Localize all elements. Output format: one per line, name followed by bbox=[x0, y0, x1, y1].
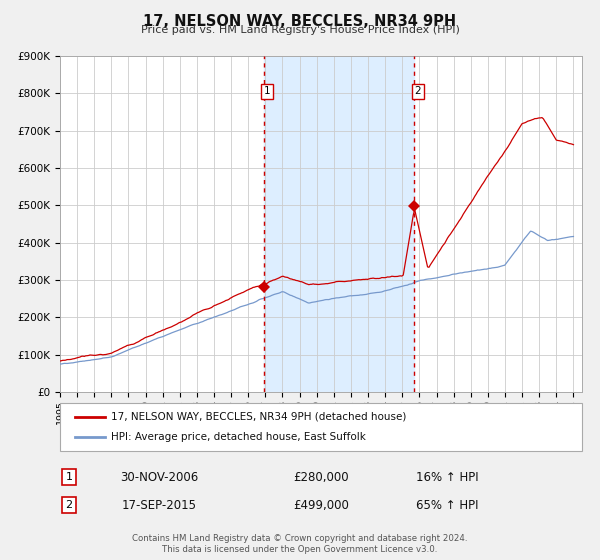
Text: Contains HM Land Registry data © Crown copyright and database right 2024.: Contains HM Land Registry data © Crown c… bbox=[132, 534, 468, 543]
Text: 1: 1 bbox=[65, 472, 73, 482]
Text: 16% ↑ HPI: 16% ↑ HPI bbox=[416, 470, 478, 484]
Bar bbox=[264, 56, 415, 392]
Text: This data is licensed under the Open Government Licence v3.0.: This data is licensed under the Open Gov… bbox=[163, 545, 437, 554]
Text: 2: 2 bbox=[65, 500, 73, 510]
Text: £280,000: £280,000 bbox=[293, 470, 349, 484]
Text: 30-NOV-2006: 30-NOV-2006 bbox=[120, 470, 198, 484]
Text: 17-SEP-2015: 17-SEP-2015 bbox=[121, 498, 197, 512]
Text: 17, NELSON WAY, BECCLES, NR34 9PH: 17, NELSON WAY, BECCLES, NR34 9PH bbox=[143, 14, 457, 29]
Text: Price paid vs. HM Land Registry's House Price Index (HPI): Price paid vs. HM Land Registry's House … bbox=[140, 25, 460, 35]
Text: 17, NELSON WAY, BECCLES, NR34 9PH (detached house): 17, NELSON WAY, BECCLES, NR34 9PH (detac… bbox=[111, 412, 406, 422]
Text: 65% ↑ HPI: 65% ↑ HPI bbox=[416, 498, 478, 512]
Text: £499,000: £499,000 bbox=[293, 498, 349, 512]
Text: 1: 1 bbox=[264, 86, 271, 96]
Text: 2: 2 bbox=[415, 86, 421, 96]
Text: HPI: Average price, detached house, East Suffolk: HPI: Average price, detached house, East… bbox=[111, 432, 366, 442]
